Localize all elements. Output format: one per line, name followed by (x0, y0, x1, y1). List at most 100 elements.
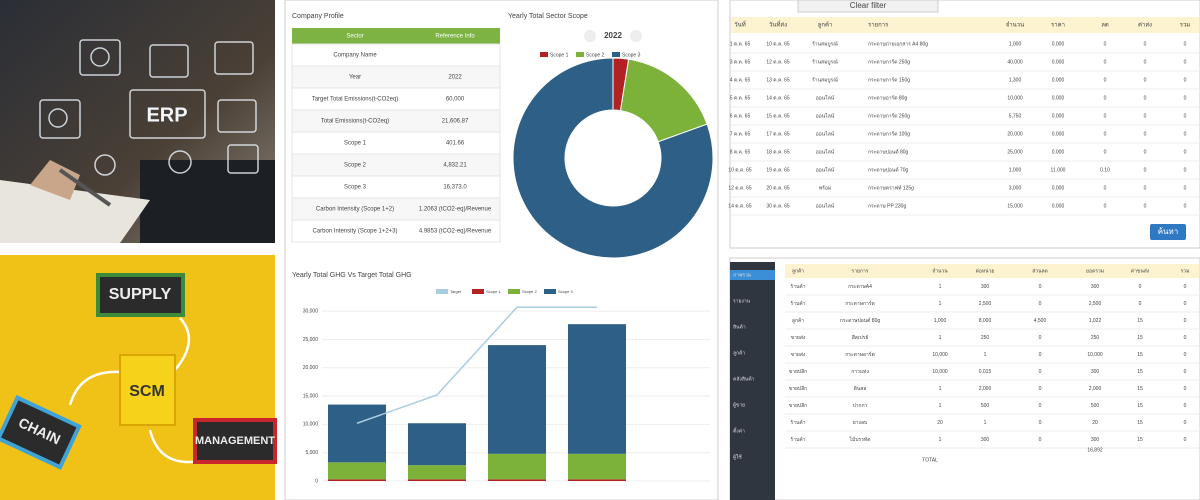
bar-segment (408, 465, 466, 480)
profile-title: Company Profile (292, 13, 344, 20)
orders-cell: 0.000 (1052, 203, 1065, 209)
stock-cell: 0 (1039, 352, 1042, 358)
stock-cell: 15 (1137, 335, 1143, 341)
stock-cell: 0 (1039, 335, 1042, 341)
sidebar-item[interactable]: คลังสินค้า (733, 375, 755, 382)
stock-cell: 15 (1137, 437, 1143, 443)
orders-cell: 7 ต.ค. 65 (730, 131, 751, 137)
legend-label: Scope 1 (486, 289, 501, 294)
search-label[interactable]: ค้นหา (1158, 227, 1179, 236)
stock-panel (729, 257, 1200, 500)
stock-cell: 0 (1184, 301, 1187, 307)
clear-filter-button[interactable] (797, 0, 939, 13)
orders-cell: 0 (1144, 131, 1147, 137)
stock-cell: 250 (981, 335, 990, 341)
orders-cell: ออนไลน์ (816, 202, 835, 209)
stock-cell: ขายปลีก (789, 368, 807, 375)
y-tick-label: 15,000 (303, 393, 319, 399)
sidebar-item[interactable]: ผู้ใช้ (733, 453, 742, 460)
stock-header (785, 264, 1199, 278)
legend-label: Scope 3 (622, 52, 641, 58)
sidebar-item[interactable]: ภาพรวม (733, 272, 751, 278)
prev-button[interactable] (584, 30, 596, 42)
orders-cell: 5,750 (1009, 113, 1022, 119)
stock-header-cell: จำนวน (932, 268, 948, 274)
stock-cell: 300 (1091, 369, 1100, 375)
sidebar-item[interactable]: ตั้งค่า (733, 425, 745, 434)
management-label: MANAGEMENT (195, 435, 275, 447)
orders-cell: 12 ต.ค. 65 (728, 185, 751, 191)
profile-row (291, 219, 501, 243)
search-button[interactable] (1150, 224, 1186, 240)
sidebar-item[interactable]: รายงาน (733, 298, 751, 304)
clear-filter-label[interactable]: Clear filter (850, 1, 887, 10)
year-select[interactable]: 2022 (604, 31, 622, 40)
orders-cell: 0 (1184, 41, 1187, 47)
orders-cell: 1,000 (1009, 167, 1022, 173)
sidebar-item[interactable]: ผู้ขาย (733, 401, 745, 408)
legend-label: Target (450, 289, 462, 294)
stock-cell: 0 (1184, 284, 1187, 290)
sidebar-item[interactable]: สินค้า (733, 323, 746, 330)
orders-cell: 10 ต.ค. 65 (766, 41, 789, 47)
stock-cell: 0 (1039, 386, 1042, 392)
stock-cell: 250 (1091, 335, 1100, 341)
sidebar-active (730, 270, 775, 280)
stock-cell: 2,000 (979, 386, 992, 392)
legend-label: Scope 2 (586, 52, 605, 58)
orders-cell: 13 ต.ค. 65 (766, 77, 789, 83)
orders-cell: ร้านสมบูรณ์ (812, 40, 838, 47)
sidebar (730, 262, 775, 500)
stock-cell: 1 (939, 301, 942, 307)
stock-cell: ร้านค้า (790, 283, 806, 290)
bar-segment (328, 404, 386, 463)
stock-cell: ดินสอ (854, 385, 867, 392)
orders-cell: 0 (1144, 149, 1147, 155)
stock-cell: 2,500 (1089, 301, 1102, 307)
orders-cell: 3,000 (1009, 185, 1022, 191)
orders-cell: 11.000 (1051, 167, 1066, 173)
next-button[interactable] (630, 30, 642, 42)
orders-cell: 0 (1184, 131, 1187, 137)
stock-cell: 0 (1184, 318, 1187, 324)
orders-cell: 40,000 (1007, 59, 1023, 65)
stock-cell: 300 (1091, 437, 1100, 443)
profile-cell: Company Name (333, 53, 377, 59)
orders-cell: ออนไลน์ (816, 148, 835, 155)
orders-cell: 14 ต.ค. 65 (766, 95, 789, 101)
y-tick-label: 5,000 (305, 450, 318, 456)
stock-cell: 0 (1139, 301, 1142, 307)
stock-cell: 2,500 (979, 301, 992, 307)
orders-header-cell: ราคา (1051, 22, 1065, 29)
profile-cell: 4,832.21 (443, 163, 467, 169)
stock-cell: 500 (981, 403, 990, 409)
profile-cell: 1.2063 (tCO2-eq)/Revenue (419, 207, 492, 213)
sidebar-item[interactable]: ลูกค้า (733, 349, 745, 356)
orders-cell: 0 (1184, 95, 1187, 101)
profile-cell: Year (349, 75, 361, 81)
legend-swatch (540, 52, 548, 57)
profile-cell: 60,000 (446, 97, 465, 103)
orders-cell: กระดาษปอนด์ 70g (868, 166, 909, 173)
legend-swatch (436, 289, 448, 294)
stock-cell: กระดาษA4 (848, 284, 872, 290)
orders-cell: 0.000 (1052, 185, 1065, 191)
orders-cell: 0 (1144, 113, 1147, 119)
orders-cell: กระดาษถ่ายเอกสาร A4 80g (868, 41, 928, 47)
bar-title: Yearly Total GHG Vs Target Total GHG (292, 272, 412, 279)
stock-header-cell: ต่อหน่วย (976, 268, 995, 274)
orders-cell: 12 ต.ค. 65 (766, 59, 789, 65)
stock-cell: 8,000 (979, 318, 992, 324)
stock-cell: 15 (1137, 318, 1143, 324)
stock-header-cell: ค่าขนส่ง (1131, 268, 1150, 274)
stock-cell: 0 (1039, 403, 1042, 409)
orders-cell: 0.000 (1052, 131, 1065, 137)
stock-cell: 10,000 (932, 369, 948, 375)
orders-cell: 0 (1104, 95, 1107, 101)
bar-segment (568, 479, 626, 481)
orders-cell: 5 ต.ค. 65 (730, 95, 751, 101)
legend-label: Scope 2 (522, 289, 537, 294)
profile-row (291, 131, 501, 155)
orders-cell: 4 ต.ค. 65 (730, 77, 751, 83)
profile-row (291, 175, 501, 199)
